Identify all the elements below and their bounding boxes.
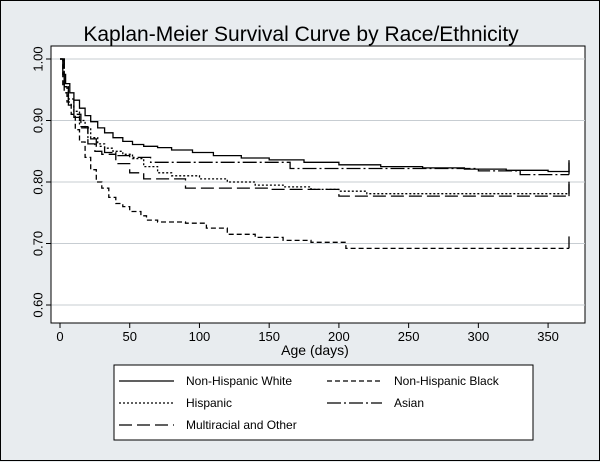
x-tick-label: 300 — [468, 329, 490, 344]
legend-box — [113, 364, 534, 441]
legend-label: Non-Hispanic Black — [394, 374, 500, 388]
x-tick-label: 50 — [122, 329, 136, 344]
x-tick-label: 100 — [189, 329, 211, 344]
series-line-non-hispanic-black — [60, 58, 569, 250]
series-line-multiracial-and-other — [60, 58, 569, 197]
series-layer — [60, 58, 570, 250]
series-line-non-hispanic-white — [60, 58, 570, 173]
plot-area — [50, 45, 586, 324]
y-tick-label: 0.90 — [30, 108, 45, 133]
x-tick-label: 350 — [537, 329, 559, 344]
legend: Non-Hispanic White Non-Hispanic Black Hisp… — [113, 364, 534, 441]
legend-label: Hispanic — [186, 396, 232, 410]
x-tick-label: 250 — [398, 329, 420, 344]
chart-title: Kaplan-Meier Survival Curve by Race/Ethn… — [83, 23, 519, 46]
x-axis-label: Age (days) — [281, 342, 349, 358]
legend-label: Asian — [394, 396, 424, 410]
x-tick-label: 200 — [328, 329, 350, 344]
y-tick-label: 1.00 — [30, 46, 45, 71]
legend-label: Non-Hispanic White — [186, 374, 292, 388]
axes: 0.60 0.70 0.80 0.90 1.00 0 50 100 150 200 250 300 35… — [30, 46, 585, 344]
legend-label: Multiracial and Other — [186, 418, 297, 432]
x-tick-label: 150 — [258, 329, 280, 344]
y-tick-label: 0.60 — [30, 292, 45, 317]
y-tick-label: 0.70 — [30, 231, 45, 256]
x-tick-label: 0 — [56, 329, 63, 344]
y-tick-label: 0.80 — [30, 169, 45, 194]
gridlines — [51, 58, 585, 306]
